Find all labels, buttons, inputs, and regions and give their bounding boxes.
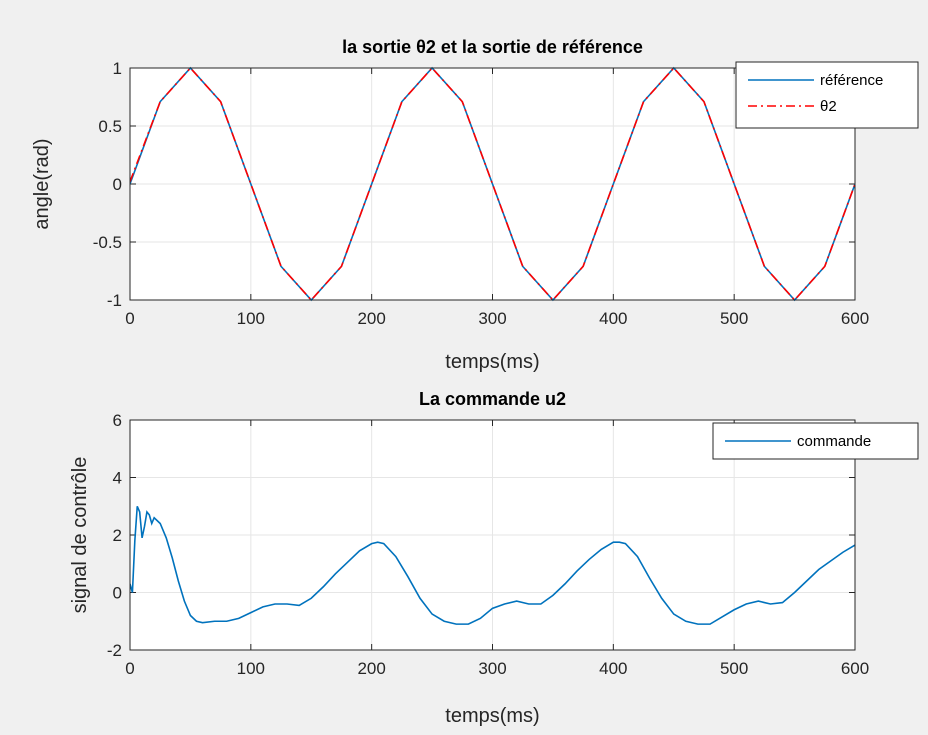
x-tick-label: 300	[478, 309, 506, 328]
x-tick-label: 0	[125, 659, 134, 678]
x-tick-label: 600	[841, 659, 869, 678]
x-tick-label: 600	[841, 309, 869, 328]
x-tick-label: 500	[720, 309, 748, 328]
y-tick-label: -2	[107, 641, 122, 660]
top-subplot: 0 100 200 300 400 500 600 -1 -0.5 0 0.5 1 la sortie …	[31, 37, 919, 373]
x-tick-label: 100	[237, 659, 265, 678]
y-tick-label: -1	[107, 291, 122, 310]
chart-title: la sortie θ2 et la sortie de référence	[342, 37, 643, 57]
y-tick-label: 4	[113, 469, 122, 488]
x-tick-label: 300	[478, 659, 506, 678]
x-tick-label: 100	[237, 309, 265, 328]
chart-title: La commande u2	[419, 389, 566, 409]
x-tick-label: 400	[599, 309, 627, 328]
y-tick-label: 1	[113, 59, 122, 78]
y-tick-label: 6	[113, 411, 122, 430]
axes-frame	[129, 419, 856, 651]
legend-label: référence	[820, 72, 883, 89]
y-tick-label: 0	[113, 175, 122, 194]
y-tick-label: 2	[113, 526, 122, 545]
y-tick-label: 0.5	[98, 117, 122, 136]
y-tick-label: 0	[113, 584, 122, 603]
x-tick-label: 500	[720, 659, 748, 678]
y-tick-label: -0.5	[93, 233, 122, 252]
legend: référence θ2	[735, 61, 919, 129]
legend-label: commande	[797, 433, 871, 450]
x-tick-label: 0	[125, 309, 134, 328]
x-axis-label: temps(ms)	[445, 705, 539, 727]
x-tick-label: 200	[357, 659, 385, 678]
series-line-commande	[130, 505, 855, 625]
x-axis-label: temps(ms)	[445, 351, 539, 373]
axes-frame	[129, 67, 856, 301]
x-tick-label: 200	[357, 309, 385, 328]
y-axis-label: angle(rad)	[31, 138, 53, 229]
legend: commande	[712, 422, 919, 460]
legend-label: θ2	[820, 98, 837, 115]
y-axis-label: signal de contrôle	[69, 457, 91, 614]
x-tick-label: 400	[599, 659, 627, 678]
legend-box	[735, 61, 919, 129]
series-line-reference	[130, 66, 855, 302]
